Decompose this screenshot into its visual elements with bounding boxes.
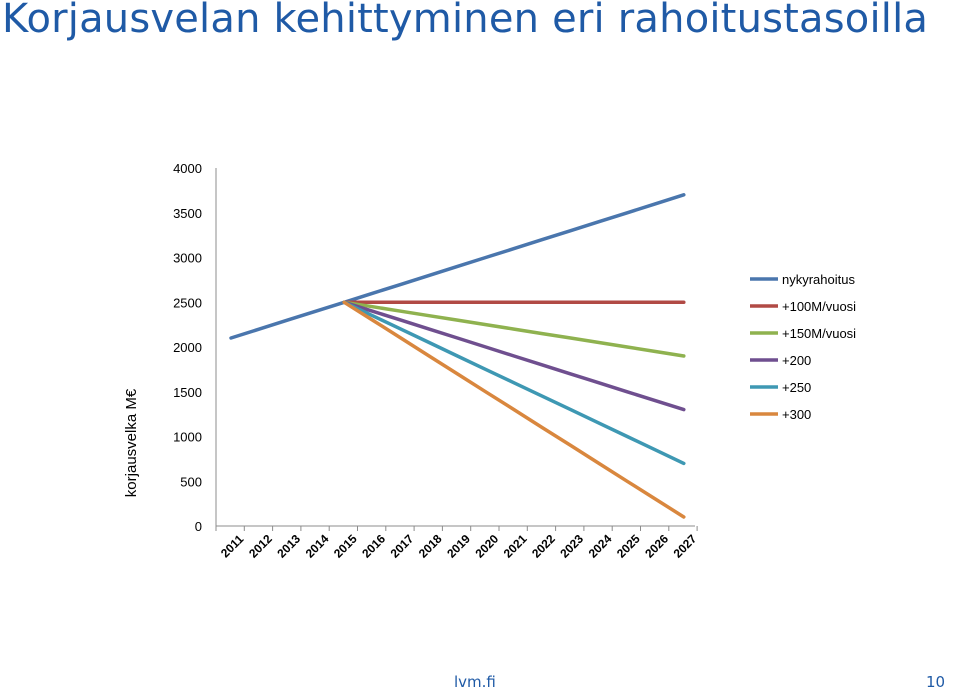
page-number: 10 [926,673,946,691]
legend-label-5: +300 [782,407,811,422]
x-tick-label: 2018 [416,532,445,561]
x-tick-label: 2020 [472,532,501,561]
footer-website[interactable]: lvm.fi [454,673,496,691]
y-tick-label: 2500 [173,295,202,310]
x-tick-label: 2019 [444,532,473,561]
y-tick-label: 0 [195,519,202,534]
x-tick-label: 2014 [303,532,332,561]
x-tick-label: 2017 [388,532,417,561]
x-tick-label: 2023 [557,532,586,561]
y-tick-label: 3500 [173,206,202,221]
x-tick-label: 2027 [671,532,700,561]
x-tick-label: 2024 [586,532,615,561]
series-line-3 [342,300,686,412]
x-tick-label: 2013 [274,532,303,561]
legend-label-1: +100M/vuosi [782,299,856,314]
series-layer [229,193,686,519]
x-tick-label: 2026 [642,532,671,561]
series-line-2 [342,300,686,358]
y-tick-label: 500 [180,474,202,489]
series-line-5 [342,300,686,519]
legend-label-4: +250 [782,380,811,395]
chart-legend: nykyrahoitus +100M/vuosi +150M/vuosi +200 +2… [750,272,856,422]
y-tick-label: 3000 [173,251,202,266]
series-line-0 [229,193,686,340]
y-tick-label: 1000 [173,430,202,445]
x-tick-label: 2011 [218,532,247,561]
legend-label-3: +200 [782,353,811,368]
y-tick-label: 1500 [173,385,202,400]
slide-title: Korjausvelan kehittyminen eri rahoitusta… [2,0,929,42]
series-line-4 [342,300,686,466]
x-tick-label: 2025 [614,532,643,561]
x-tick-label: 2015 [331,532,360,561]
x-tick-label: 2012 [246,532,275,561]
x-tick-label: 2016 [359,532,388,561]
y-axis-label: korjausvelka M€ [123,388,140,497]
legend-label-0: nykyrahoitus [782,272,855,287]
y-tick-label: 2000 [173,340,202,355]
y-tick-label: 4000 [173,161,202,176]
x-tick-label: 2022 [529,532,558,561]
x-tick-label: 2021 [501,532,530,561]
legend-label-2: +150M/vuosi [782,326,856,341]
